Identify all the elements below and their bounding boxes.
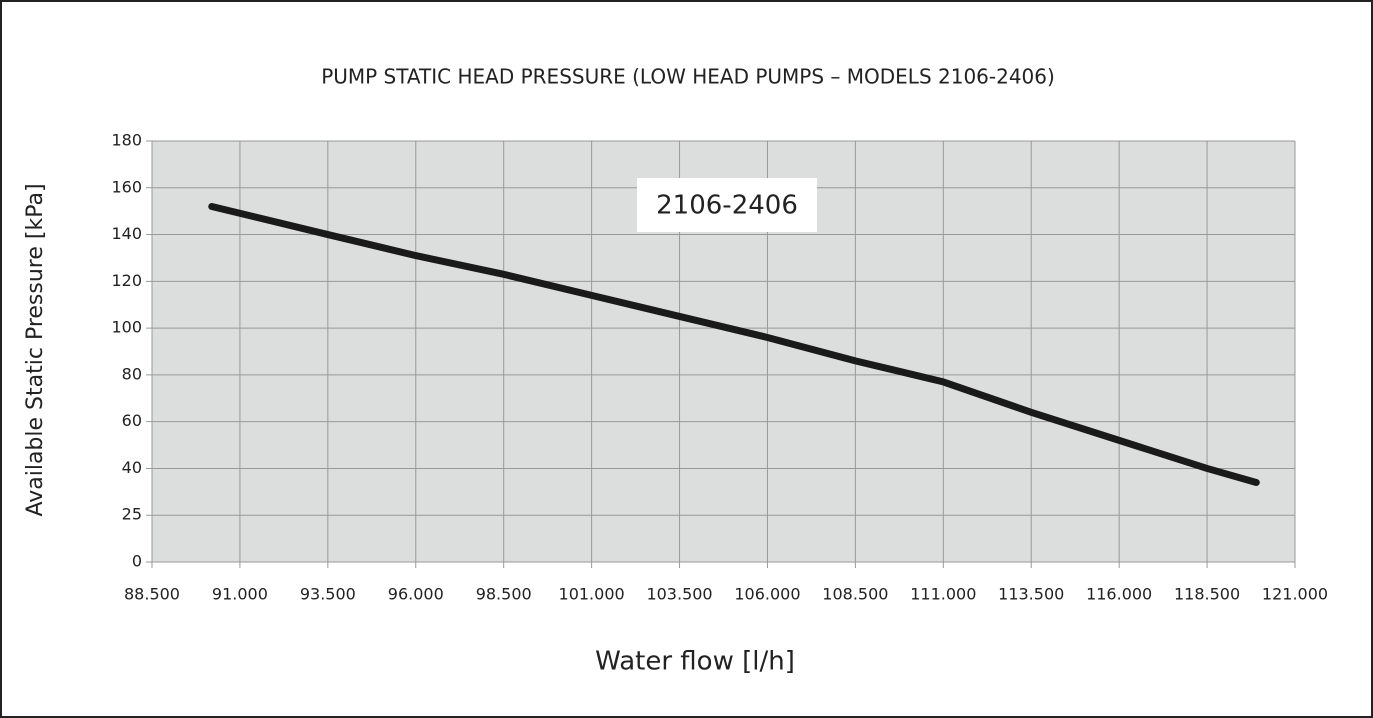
y-tick-label: 40 [122,458,142,477]
chart-title: PUMP STATIC HEAD PRESSURE (LOW HEAD PUMP… [321,65,1055,89]
x-tick-label: 116.000 [1086,585,1152,604]
x-tick-label: 111.000 [910,585,976,604]
y-tick-label: 140 [111,224,142,243]
x-axis-label: Water flow [l/h] [595,647,795,677]
x-tick-label: 121.000 [1262,585,1328,604]
x-tick-label: 103.500 [646,585,712,604]
x-tick-label: 101.000 [559,585,625,604]
line [208,202,1260,486]
x-tick-label: 113.500 [998,585,1064,604]
x-tick-label: 96.000 [388,585,444,604]
y-axis-label: Available Static Pressure [kPa] [23,183,48,516]
x-tick-label: 118.500 [1174,585,1240,604]
x-tick-label: 106.000 [734,585,800,604]
y-tick-label: 80 [122,364,142,383]
series-label-box [637,178,817,232]
y-tick-label: 160 [111,177,142,196]
x-tick-label: 88.500 [124,585,180,604]
x-tick-label: 108.500 [822,585,888,604]
y-tick-label: 25 [122,505,142,524]
y-tick-label: 120 [111,271,142,290]
y-tick-label: 100 [111,318,142,337]
x-tick-label: 98.500 [476,585,532,604]
y-tick-label: 60 [122,411,142,430]
series-label: 2106-2406 [656,191,798,221]
x-tick-label: 91.000 [212,585,268,604]
y-tick-label: 0 [132,552,142,571]
y-tick-label: 180 [111,131,142,150]
x-tick-label: 93.500 [300,585,356,604]
